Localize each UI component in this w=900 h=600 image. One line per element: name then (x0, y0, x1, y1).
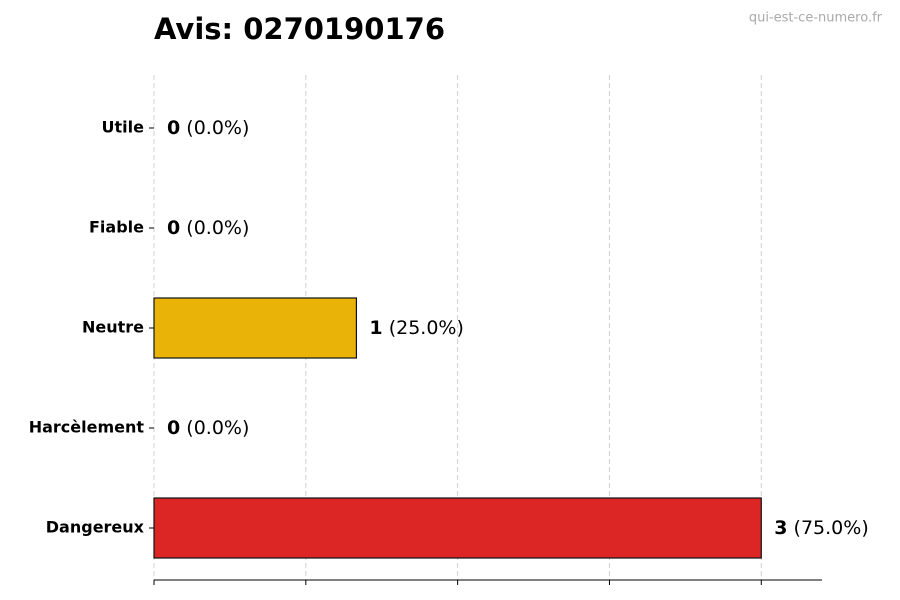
value-count: 0 (167, 417, 180, 439)
value-percent: (75.0%) (794, 517, 869, 539)
bar (153, 497, 762, 559)
y-tick-label: Dangereux (46, 518, 145, 537)
y-tick-label: Neutre (82, 318, 144, 337)
value-count: 1 (369, 317, 382, 339)
value-percent: (25.0%) (389, 317, 464, 339)
y-tick-label: Fiable (89, 218, 144, 237)
bar (153, 297, 358, 359)
value-count: 0 (167, 217, 180, 239)
value-count: 3 (774, 517, 787, 539)
y-tick-label: Utile (102, 118, 145, 137)
value-percent: (0.0%) (186, 217, 249, 239)
value-percent: (0.0%) (186, 417, 249, 439)
value-count: 0 (167, 117, 180, 139)
value-percent: (0.0%) (186, 117, 249, 139)
source-label: qui-est-ce-numero.fr (749, 11, 883, 26)
value-label: 0 (0.0%) (167, 417, 249, 439)
value-label: 1 (25.0%) (369, 317, 463, 339)
value-label: 0 (0.0%) (167, 217, 249, 239)
value-label: 0 (0.0%) (167, 117, 249, 139)
chart-title: Avis: 0270190176 (154, 12, 445, 46)
y-tick-label: Harcèlement (29, 418, 145, 437)
value-label: 3 (75.0%) (774, 517, 868, 539)
